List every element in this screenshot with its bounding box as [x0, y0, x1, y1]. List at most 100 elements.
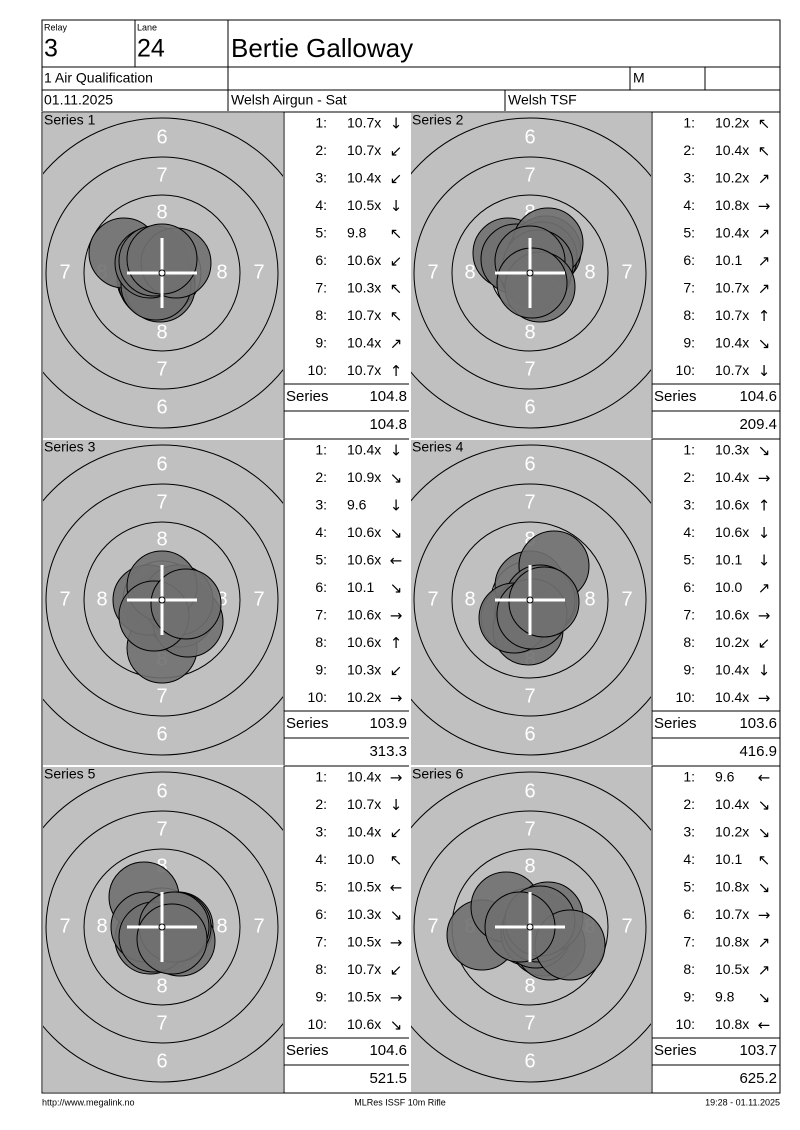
series-label: Series — [286, 715, 329, 732]
ring-label: 7 — [524, 358, 535, 380]
shot-score: 10.5x — [347, 879, 381, 895]
shot-direction: ↖ — [390, 280, 403, 298]
shot-score: 10.7x — [715, 362, 749, 378]
shot-direction: ↖ — [758, 142, 771, 160]
ring-label: 7 — [524, 818, 535, 840]
shot-number: 2: — [315, 796, 327, 812]
shot-direction: ↗ — [758, 934, 771, 952]
shot-score: 10.7x — [347, 961, 381, 977]
ring-label: 7 — [59, 261, 70, 283]
shot-direction: ↘ — [758, 824, 771, 842]
shot-number: 9: — [683, 662, 695, 678]
shot-direction: ↙ — [758, 634, 771, 652]
center-mark — [526, 596, 534, 604]
shot-number: 4: — [315, 197, 327, 213]
ring — [413, 483, 647, 717]
shot-direction: ↗ — [390, 335, 403, 353]
ring-label: 7 — [253, 588, 264, 610]
shot-score: 10.1 — [715, 851, 742, 867]
shot-score: 10.1 — [715, 252, 742, 268]
shot-score: 10.6x — [715, 524, 749, 540]
club: Welsh TSF — [508, 92, 577, 108]
shot-direction: ↙ — [390, 252, 403, 270]
shot-number: 7: — [315, 607, 327, 623]
shot-number: 3: — [683, 497, 695, 513]
shot-direction: ↖ — [390, 225, 403, 243]
shot-score: 10.7x — [715, 280, 749, 296]
competition: Welsh Airgun - Sat — [231, 92, 347, 108]
shot-direction: ↖ — [390, 307, 403, 325]
ring — [451, 194, 609, 352]
shot-score: 10.7x — [715, 906, 749, 922]
shot-score: 10.7x — [715, 307, 749, 323]
cumulative-total: 209.4 — [739, 416, 777, 433]
shot-number: 6: — [683, 579, 695, 595]
shot-number: 6: — [683, 252, 695, 268]
shot-direction: ↘ — [758, 796, 771, 814]
series-title: Series 1 — [44, 112, 96, 128]
shot-number: 3: — [683, 170, 695, 186]
ring-label: 6 — [524, 780, 535, 802]
shot-number: 7: — [315, 280, 327, 296]
center-mark — [158, 596, 166, 604]
shot-score: 10.2x — [715, 115, 749, 131]
ring-label: 6 — [156, 723, 167, 745]
gender: M — [633, 70, 645, 86]
shot-direction: ↘ — [390, 524, 403, 542]
shot-number: 2: — [315, 469, 327, 485]
ring-label: 6 — [524, 1050, 535, 1072]
ring — [45, 483, 279, 717]
ring-label: 6 — [524, 723, 535, 745]
cumulative-total: 313.3 — [369, 743, 407, 760]
shot-number: 10: — [676, 362, 695, 378]
shot-impact — [496, 247, 568, 319]
shot-direction: → — [390, 989, 403, 1007]
shot-score: 10.4x — [715, 689, 749, 705]
ring-label: 8 — [216, 261, 227, 283]
center-mark — [526, 269, 534, 277]
shot-direction: → — [758, 469, 771, 487]
ring-label: 7 — [621, 261, 632, 283]
shot-direction: ← — [390, 552, 403, 570]
ring-label: 8 — [524, 975, 535, 997]
shot-direction: ↓ — [758, 662, 771, 680]
series-label: Series — [654, 715, 697, 732]
shot-impact — [150, 568, 222, 640]
shot-number: 4: — [683, 197, 695, 213]
shot-direction: ↘ — [758, 442, 771, 460]
series-total: 103.9 — [369, 715, 407, 732]
shot-score: 10.4x — [715, 469, 749, 485]
shot-number: 8: — [315, 961, 327, 977]
series-title: Series 2 — [412, 112, 464, 128]
shot-number: 2: — [315, 142, 327, 158]
shot-score: 10.5x — [347, 197, 381, 213]
shot-direction: ↘ — [390, 1016, 403, 1034]
ring — [42, 771, 284, 1083]
shot-score: 10.7x — [347, 307, 381, 323]
shot-number: 5: — [683, 879, 695, 895]
ring-label: 6 — [524, 453, 535, 475]
shot-score: 10.6x — [715, 497, 749, 513]
ring-label: 8 — [584, 261, 595, 283]
shot-score: 10.1 — [715, 552, 742, 568]
shot-direction: → — [758, 197, 771, 215]
series-label: Series — [286, 1042, 329, 1059]
shot-number: 6: — [315, 579, 327, 595]
shot-direction: ↖ — [758, 851, 771, 869]
ring — [410, 444, 652, 756]
shot-direction: ↙ — [390, 142, 403, 160]
shot-number: 5: — [683, 552, 695, 568]
footer-timestamp: 19:28 - 01.11.2025 — [705, 1097, 780, 1107]
shot-score: 10.4x — [715, 796, 749, 812]
ring — [410, 771, 652, 1083]
ring-label: 7 — [59, 588, 70, 610]
shot-number: 9: — [683, 989, 695, 1005]
shot-number: 4: — [683, 851, 695, 867]
ring — [413, 156, 647, 390]
shot-direction: ← — [758, 769, 771, 787]
header-row — [41, 89, 781, 113]
ring-label: 6 — [156, 780, 167, 802]
